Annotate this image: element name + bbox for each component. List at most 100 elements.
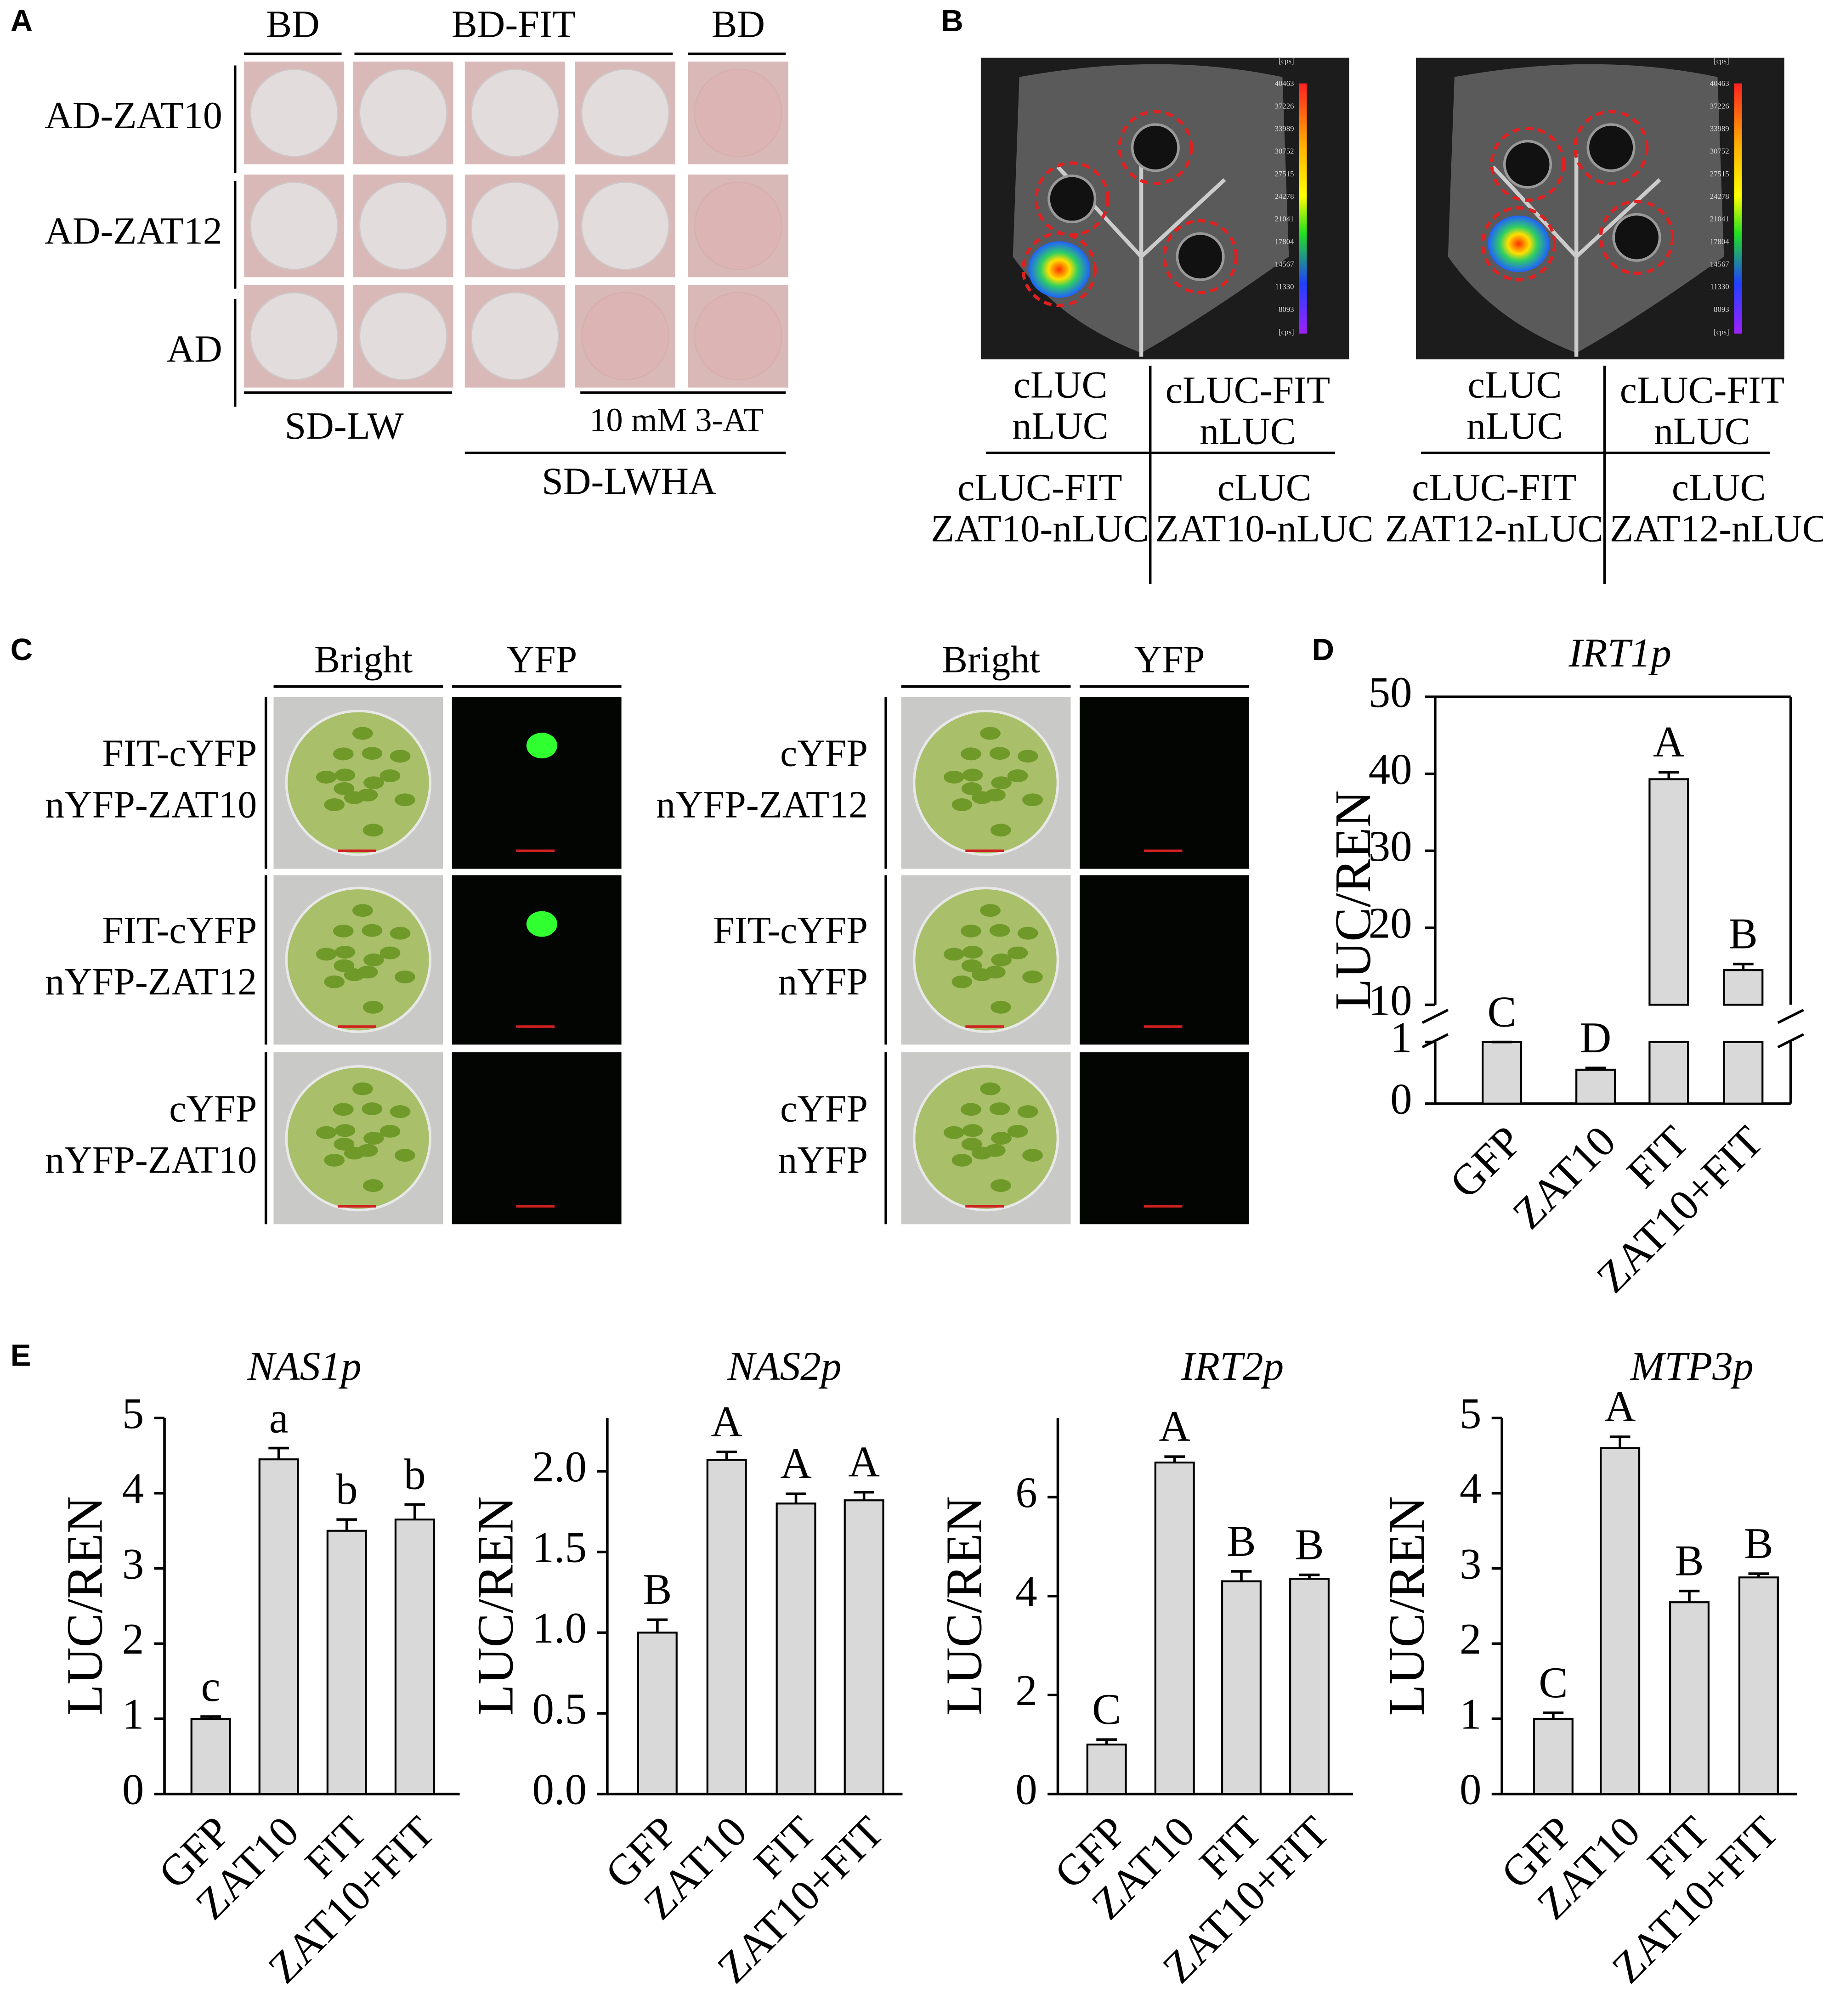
chloroplast: [379, 946, 401, 960]
yfp-image: [452, 875, 622, 1045]
row-label: nYFP-ZAT12: [45, 960, 257, 1003]
colorbar-label: 40463: [1275, 79, 1294, 88]
chloroplast: [971, 1146, 992, 1160]
cell-label: cLUC: [1013, 364, 1108, 407]
significance-letter: B: [1227, 1517, 1256, 1565]
chart-title: MTP3p: [1630, 1344, 1754, 1389]
chloroplast: [363, 1132, 384, 1145]
infiltration: [1131, 123, 1180, 172]
rule: [1421, 1009, 1449, 1024]
panel-letter: B: [941, 4, 963, 38]
chloroplast: [334, 1137, 355, 1151]
significance-letter: B: [643, 1565, 672, 1614]
colorbar-label: 14567: [1275, 260, 1294, 268]
y-tick-label: 1: [1460, 1690, 1481, 1739]
chloroplast: [344, 791, 365, 804]
chart-title: NAS2p: [727, 1344, 841, 1389]
chloroplast: [961, 1103, 981, 1116]
y-tick-label: 1: [122, 1690, 144, 1739]
colorbar-label: 8093: [1714, 305, 1729, 314]
y-tick-label: 1.0: [532, 1604, 587, 1652]
colorbar-label: 11330: [1275, 282, 1294, 291]
chloroplast: [333, 1103, 354, 1116]
chloroplast: [352, 904, 373, 917]
panel-letter: C: [11, 632, 33, 667]
bar: [1648, 1041, 1689, 1105]
y-tick-label: 3: [122, 1539, 144, 1588]
chloroplast: [390, 926, 411, 940]
y-axis-label: LUC/REN: [1378, 1496, 1435, 1716]
x-tick-label: ZAT10: [1503, 1117, 1625, 1238]
bar: [1723, 969, 1764, 1006]
cell-label: cLUC-FIT: [1166, 369, 1330, 412]
column-label: Bright: [942, 638, 1040, 681]
significance-letter: A: [848, 1438, 880, 1486]
dashed-circle: [1573, 110, 1649, 186]
cell-label: cLUC: [1672, 466, 1766, 509]
chart-title: IRT1p: [1568, 630, 1671, 676]
y-tick-label: 1: [1390, 1013, 1412, 1062]
chloroplast: [961, 1137, 982, 1151]
colorbar-label: [cps]: [1279, 328, 1294, 336]
bar: [326, 1530, 367, 1795]
colorbar-label: 21041: [1710, 215, 1729, 223]
colony: [694, 292, 783, 381]
colorbar-label: 17804: [1710, 237, 1729, 246]
bar: [1600, 1447, 1641, 1795]
dashed-circle: [1490, 126, 1565, 202]
column-label: Bright: [314, 638, 413, 681]
row-label: AD-ZAT10: [45, 94, 222, 137]
column-label: BD-FIT: [452, 3, 576, 46]
bar: [1289, 1578, 1330, 1795]
bar: [1482, 1041, 1523, 1105]
yfp-signal: [526, 911, 557, 937]
y-tick-label: 20: [1369, 899, 1412, 948]
chloroplast: [1007, 769, 1028, 782]
protoplast: [912, 887, 1059, 1033]
chloroplast: [1017, 926, 1038, 940]
chloroplast: [362, 824, 384, 837]
cell-label: nLUC: [1200, 410, 1296, 452]
chloroplast: [961, 924, 981, 937]
cell-label: cLUC-FIT: [1412, 466, 1576, 509]
colony: [359, 181, 448, 271]
colony: [581, 292, 670, 381]
infiltration: [1047, 174, 1097, 224]
significance-letter: A: [780, 1439, 812, 1488]
row-label: FIT-cYFP: [713, 909, 868, 952]
bar: [394, 1519, 435, 1795]
row-label: nYFP-ZAT12: [656, 783, 868, 826]
cell-label: ZAT12-nLUC: [1385, 508, 1603, 550]
colorbar-label: 21041: [1275, 215, 1294, 223]
significance-letter: A: [1159, 1402, 1190, 1451]
chloroplast: [989, 1102, 1010, 1115]
bar: [1533, 1717, 1574, 1795]
y-tick-label: 1.5: [532, 1523, 587, 1571]
bar: [706, 1459, 747, 1795]
panel-letter: D: [1312, 632, 1334, 667]
y-tick-label: 0: [1015, 1765, 1037, 1813]
chloroplast: [1007, 946, 1028, 960]
chloroplast: [943, 770, 964, 784]
chloroplast: [962, 945, 983, 959]
label: SD-LW: [285, 405, 404, 447]
chloroplast: [334, 959, 355, 972]
label: SD-LWHA: [542, 460, 716, 503]
chloroplast: [363, 953, 384, 966]
chloroplast: [362, 747, 383, 760]
chloroplast: [334, 782, 355, 795]
colony: [581, 68, 670, 158]
y-tick-label: 40: [1369, 745, 1412, 793]
chloroplast: [394, 1149, 415, 1162]
chloroplast: [951, 798, 973, 811]
colorbar-label: 14567: [1710, 260, 1729, 268]
bar: [1648, 778, 1689, 1006]
colorbar-label: [cps]: [1279, 56, 1294, 65]
chloroplast: [390, 1105, 411, 1118]
bar: [258, 1458, 299, 1795]
chloroplast: [344, 968, 365, 982]
rule: [1777, 1009, 1804, 1024]
chloroplast: [989, 924, 1010, 937]
protoplast: [912, 709, 1059, 856]
